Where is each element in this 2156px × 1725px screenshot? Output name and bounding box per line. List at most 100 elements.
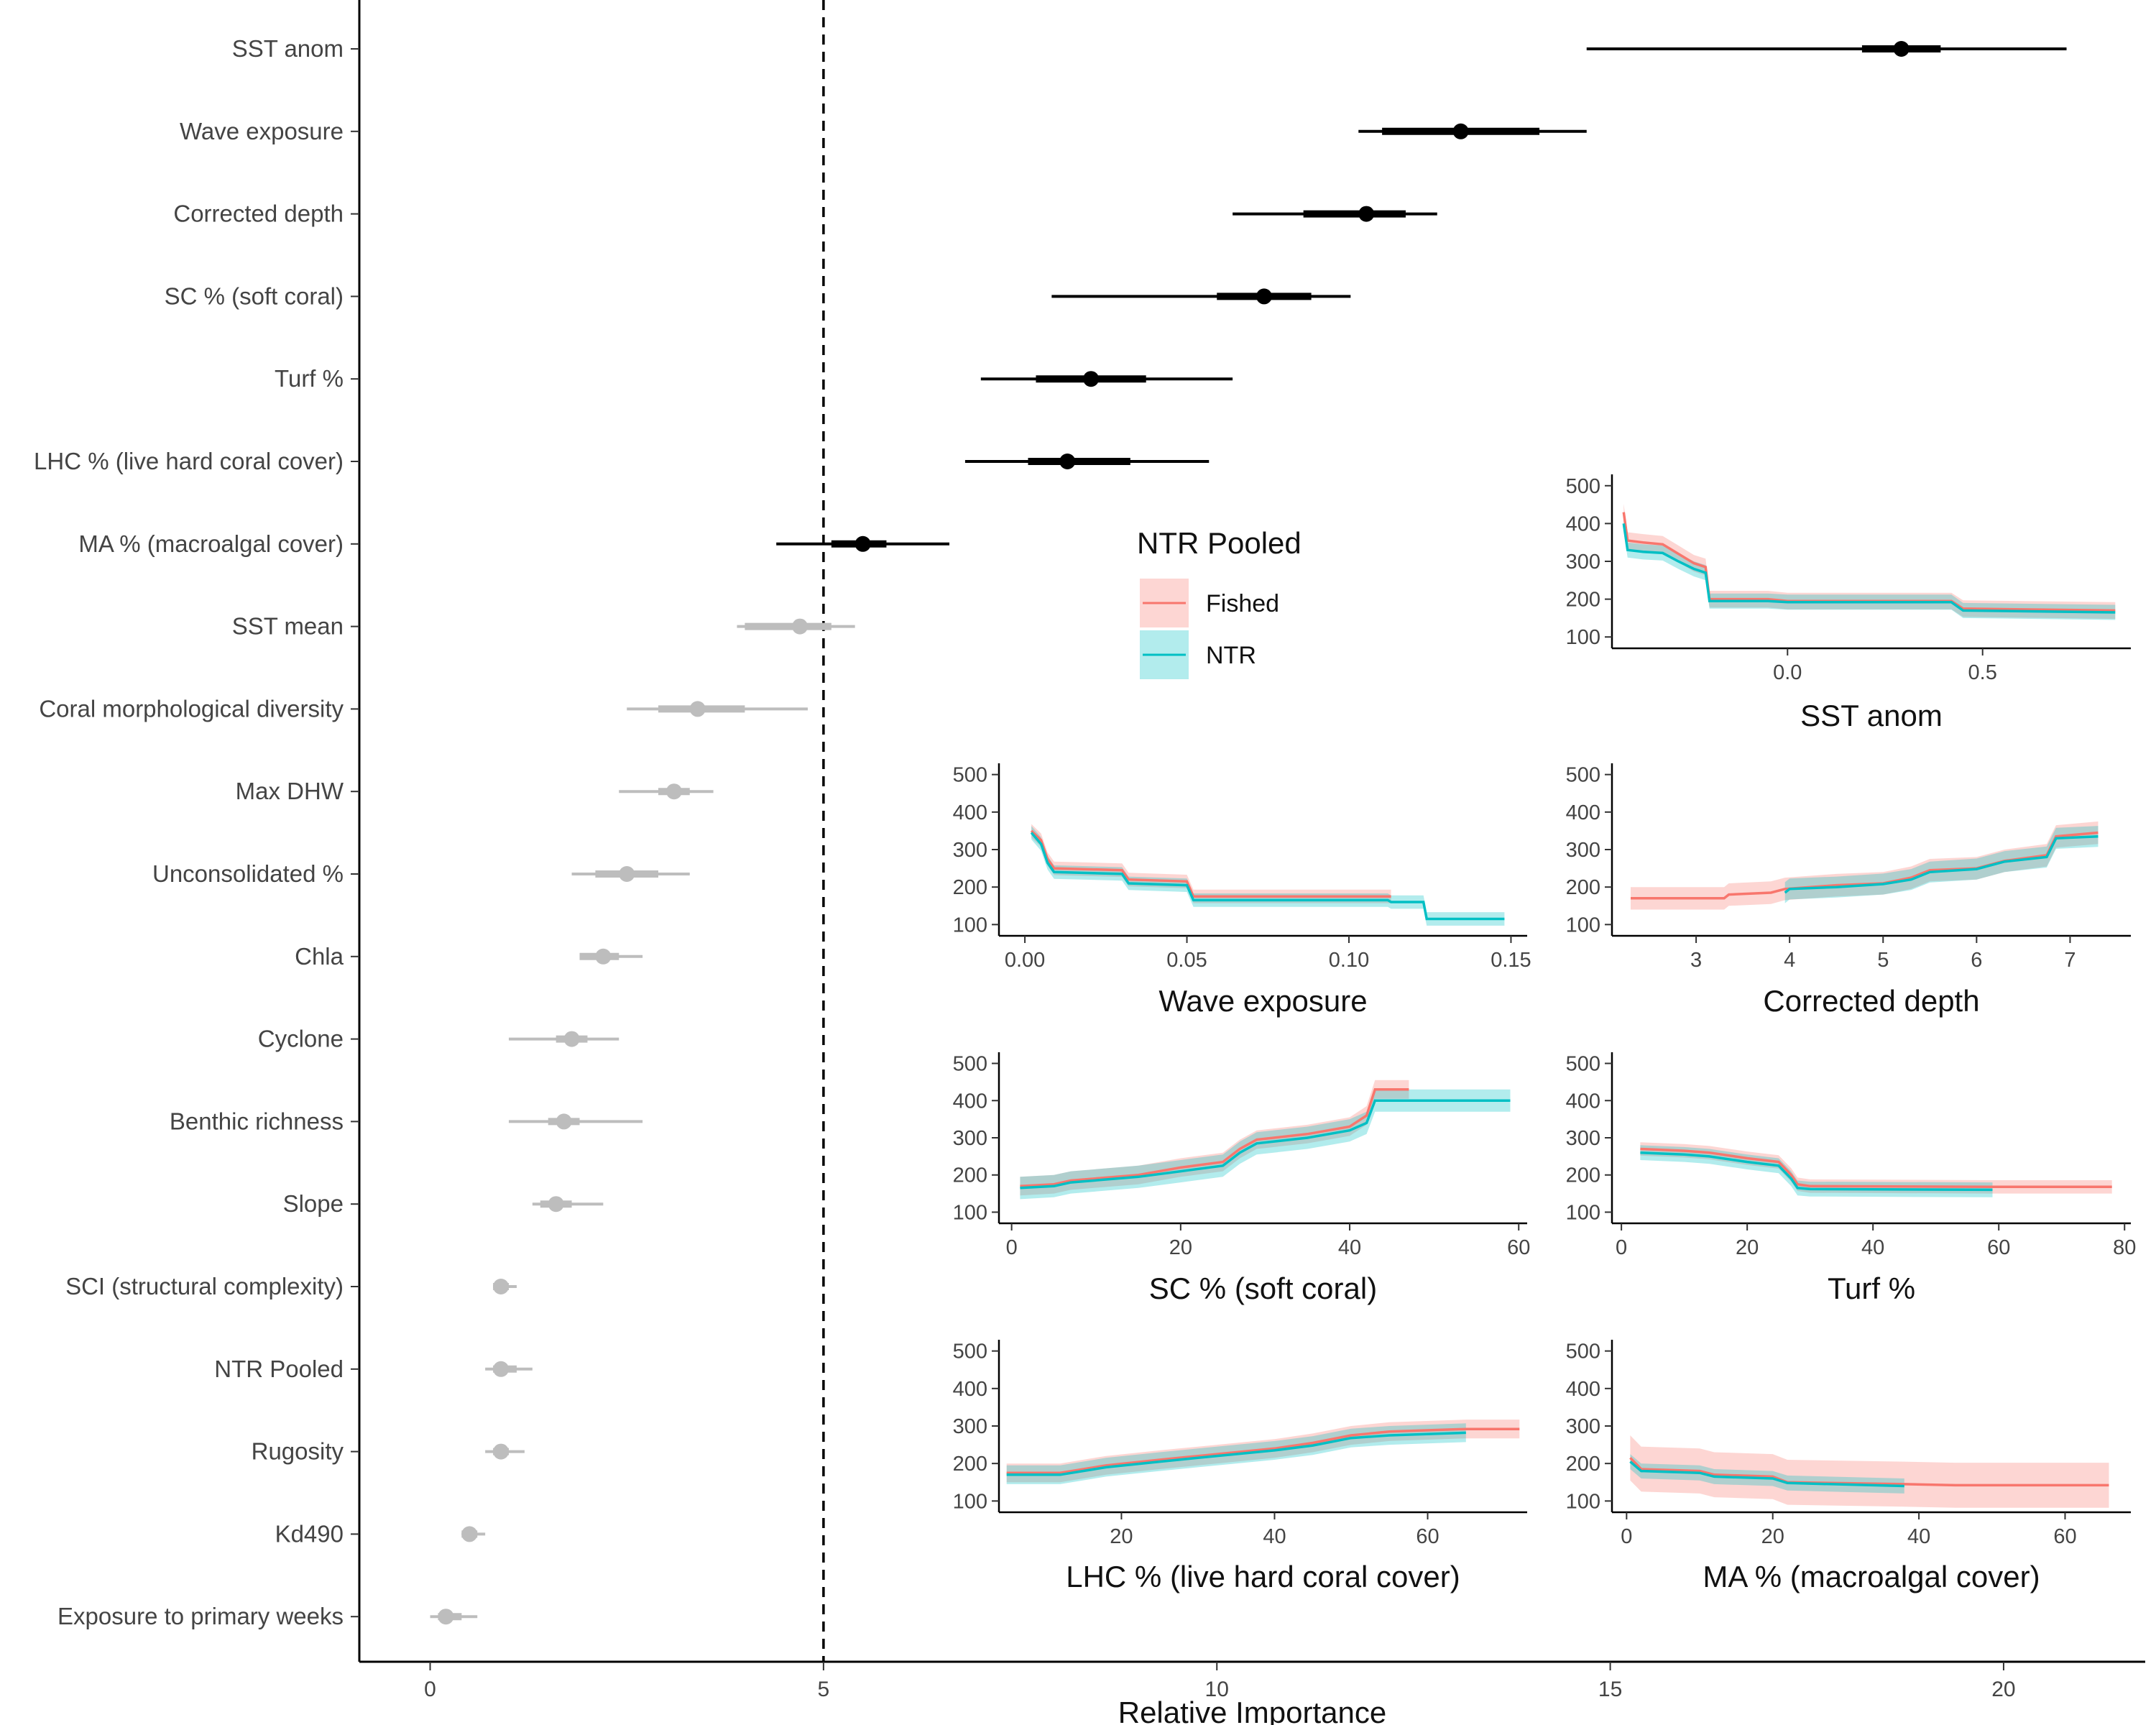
panel-y-tick-label: 500 bbox=[1566, 1340, 1600, 1363]
panel-y-tick-label: 300 bbox=[953, 1415, 987, 1438]
median-point bbox=[556, 1113, 572, 1130]
panel-y-tick-label: 400 bbox=[953, 1378, 987, 1401]
ci-band-fished bbox=[1031, 824, 1391, 903]
panel-y-tick-label: 100 bbox=[1566, 914, 1600, 937]
panel-x-tick-label: 40 bbox=[1861, 1236, 1884, 1259]
median-point bbox=[1083, 371, 1100, 387]
importance-row: Rugosity bbox=[252, 1438, 525, 1465]
importance-row: SST anom bbox=[232, 35, 2067, 62]
panel-y-tick-label: 500 bbox=[1566, 764, 1600, 787]
y-tick-label: SC % (soft coral) bbox=[165, 282, 344, 309]
pd-line-ntr bbox=[1030, 832, 1505, 921]
median-point bbox=[493, 1361, 510, 1377]
panel-y-tick-label: 400 bbox=[1566, 512, 1600, 535]
panel-y-tick-label: 300 bbox=[953, 1127, 987, 1150]
panel-y-tick-label: 300 bbox=[1566, 839, 1600, 862]
panel-x-tick-label: 0.10 bbox=[1329, 949, 1369, 972]
y-tick-label: SST mean bbox=[232, 613, 344, 640]
panel-x-tick-label: 3 bbox=[1690, 949, 1702, 972]
importance-row: NTR Pooled bbox=[214, 1356, 533, 1382]
y-tick-label: Rugosity bbox=[252, 1438, 344, 1465]
y-tick-label: Unconsolidated % bbox=[152, 860, 344, 887]
importance-row: Benthic richness bbox=[170, 1108, 643, 1134]
panel-x-tick-label: 60 bbox=[1416, 1525, 1439, 1548]
panel-y-tick-label: 400 bbox=[1566, 1378, 1600, 1401]
ci-band-fished bbox=[1630, 1435, 2109, 1508]
panel-y-tick-label: 200 bbox=[953, 1164, 987, 1187]
ci-band-fished bbox=[1631, 821, 2099, 910]
legend-label: Fished bbox=[1206, 590, 1279, 617]
median-point bbox=[438, 1609, 454, 1625]
panel-x-tick-label: 0 bbox=[1621, 1525, 1632, 1548]
median-point bbox=[1452, 123, 1469, 139]
pd-line-ntr bbox=[1006, 1431, 1466, 1476]
pd-panel: 100 200 300 400 500 3 4 5 6 7 Corrected depth bbox=[1566, 763, 2131, 1018]
pd-panel: 100 200 300 400 500 0.0 0.5 SST anom bbox=[1566, 474, 2131, 732]
panel-y-tick-label: 400 bbox=[953, 801, 987, 824]
panel-x-tick-label: 20 bbox=[1169, 1236, 1192, 1259]
median-point bbox=[548, 1196, 564, 1213]
importance-row: Max DHW bbox=[236, 778, 714, 804]
median-point bbox=[665, 783, 682, 800]
importance-row: Chla bbox=[295, 943, 643, 970]
legend-title: NTR Pooled bbox=[1137, 526, 1302, 560]
median-point bbox=[619, 866, 635, 882]
y-tick-label: Chla bbox=[295, 943, 344, 970]
panel-y-tick-label: 100 bbox=[1566, 626, 1600, 649]
legend-item: NTR bbox=[1140, 630, 1256, 679]
median-point bbox=[493, 1279, 510, 1294]
median-point bbox=[563, 1031, 580, 1047]
panel-y-tick-label: 100 bbox=[953, 1490, 987, 1513]
pd-line-ntr bbox=[1629, 1460, 1904, 1488]
importance-row: MA % (macroalgal cover) bbox=[78, 530, 950, 557]
median-point bbox=[1059, 454, 1076, 469]
pd-line-ntr bbox=[1640, 1151, 1993, 1192]
panel-x-tick-label: 80 bbox=[2113, 1236, 2136, 1259]
panel-y-tick-label: 200 bbox=[1566, 1453, 1600, 1476]
y-tick-label: Exposure to primary weeks bbox=[57, 1603, 344, 1629]
panel-y-tick-label: 300 bbox=[1566, 551, 1600, 574]
panel-x-tick-label: 0.00 bbox=[1005, 949, 1045, 972]
panel-x-tick-label: 4 bbox=[1784, 949, 1795, 972]
panel-x-tick-label: 6 bbox=[1971, 949, 1982, 972]
panel-x-tick-label: 5 bbox=[1877, 949, 1889, 972]
panel-x-tick-label: 40 bbox=[1263, 1525, 1286, 1548]
pd-line-ntr bbox=[1020, 1099, 1511, 1190]
y-tick-label: Wave exposure bbox=[180, 118, 344, 144]
panel-y-tick-label: 500 bbox=[953, 1053, 987, 1076]
y-tick-label: SST anom bbox=[232, 35, 344, 62]
pd-panel: 100 200 300 400 500 0.00 0.05 0.10 0.15 Wave expo… bbox=[953, 763, 1531, 1018]
y-tick-label: Coral morphological diversity bbox=[39, 695, 344, 722]
panel-y-tick-label: 500 bbox=[953, 1340, 987, 1363]
panel-x-tick-label: 40 bbox=[1907, 1525, 1930, 1548]
panel-x-tick-label: 7 bbox=[2064, 949, 2076, 972]
panel-y-tick-label: 200 bbox=[953, 876, 987, 899]
y-tick-label: Benthic richness bbox=[170, 1108, 344, 1134]
panel-y-tick-label: 400 bbox=[953, 1090, 987, 1113]
panel-x-title: Wave exposure bbox=[1158, 984, 1367, 1018]
median-point bbox=[493, 1443, 510, 1460]
pd-panel: 100 200 300 400 500 20 40 60 LHC % (live hard co… bbox=[953, 1340, 1527, 1593]
panel-x-tick-label: 0 bbox=[1006, 1236, 1018, 1259]
y-tick-label: Kd490 bbox=[275, 1520, 344, 1547]
pd-line-fished bbox=[1640, 1147, 2112, 1189]
panel-y-tick-label: 100 bbox=[1566, 1201, 1600, 1224]
legend-label: NTR bbox=[1206, 642, 1256, 669]
pd-line-ntr bbox=[1622, 523, 2116, 614]
panel-x-tick-label: 20 bbox=[1761, 1525, 1784, 1548]
panel-x-title: Corrected depth bbox=[1763, 984, 1979, 1018]
importance-row: SC % (soft coral) bbox=[165, 282, 1351, 309]
panel-y-tick-label: 500 bbox=[953, 764, 987, 787]
panel-y-tick-label: 100 bbox=[1566, 1490, 1600, 1513]
panel-y-tick-label: 300 bbox=[1566, 1415, 1600, 1438]
median-point bbox=[689, 701, 706, 717]
panel-x-tick-label: 20 bbox=[1110, 1525, 1133, 1548]
x-tick-label: 15 bbox=[1598, 1678, 1622, 1701]
importance-row: SST mean bbox=[232, 613, 855, 640]
pd-line-ntr bbox=[1784, 834, 2099, 894]
median-point bbox=[1256, 288, 1272, 305]
panel-y-tick-label: 100 bbox=[953, 914, 987, 937]
ci-band-ntr bbox=[1623, 515, 2116, 620]
panel-x-tick-label: 0.15 bbox=[1491, 949, 1531, 972]
x-tick-label: 0 bbox=[424, 1678, 436, 1701]
